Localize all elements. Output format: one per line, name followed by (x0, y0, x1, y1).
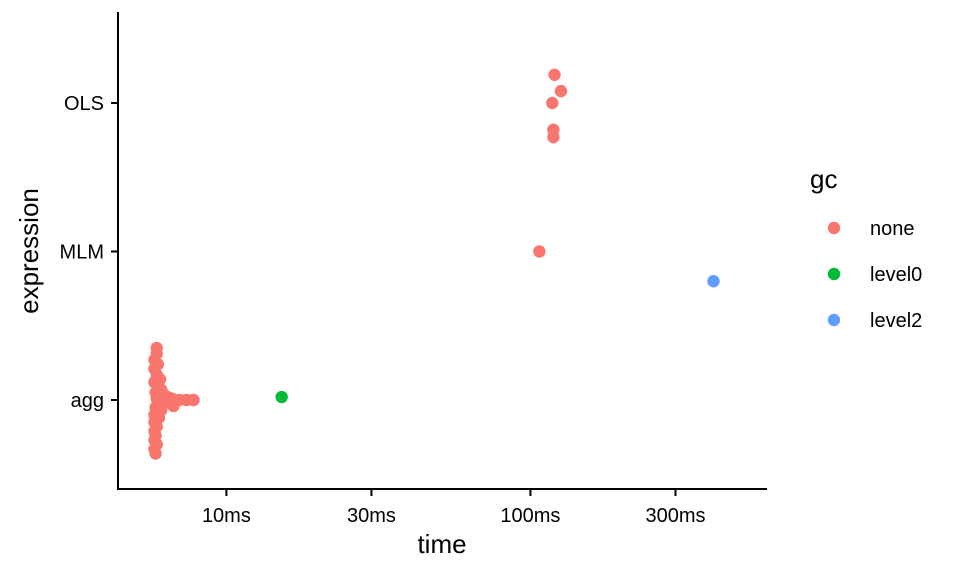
legend-title: gc (810, 164, 837, 194)
data-point-none (548, 68, 561, 81)
legend-key-level0 (827, 267, 841, 281)
data-point-none (546, 96, 559, 110)
legend-key-none (827, 221, 841, 235)
data-point-none (167, 399, 180, 413)
data-point-none (533, 245, 546, 258)
legend: gc none level0 level2 (810, 164, 922, 332)
data-point-none (554, 84, 568, 98)
y-axis-ticks: agg MLM OLS (60, 93, 118, 412)
legend-label-level0: level0 (870, 264, 922, 286)
data-point-none (547, 130, 560, 144)
data-point-none (149, 447, 162, 460)
y-tick-label: MLM (60, 242, 104, 264)
data-point-level2 (707, 275, 720, 288)
data-point-level0 (275, 390, 288, 404)
y-axis-title: expression (14, 188, 44, 314)
data-point-none (187, 393, 200, 407)
x-axis-ticks: 10ms 30ms 100ms 300ms (202, 489, 705, 527)
x-tick-label: 300ms (645, 505, 705, 527)
x-tick-label: 30ms (347, 505, 396, 527)
data-points (148, 68, 720, 460)
legend-key-level2 (827, 313, 841, 327)
x-axis-title: time (417, 529, 466, 559)
y-tick-label: OLS (64, 93, 104, 115)
legend-label-none: none (870, 218, 915, 240)
legend-label-level2: level2 (870, 310, 922, 332)
x-tick-label: 100ms (500, 505, 560, 527)
legend-entries: none level0 level2 (827, 218, 922, 332)
x-tick-label: 10ms (202, 505, 251, 527)
y-tick-label: agg (71, 390, 104, 412)
